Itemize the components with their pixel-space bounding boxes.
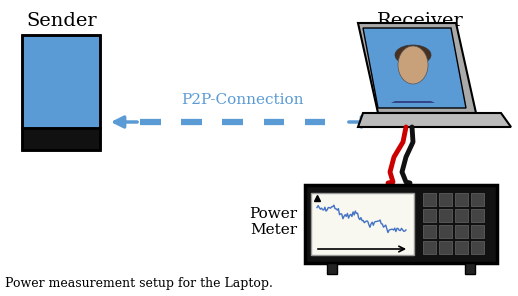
Text: Receiver: Receiver — [377, 12, 464, 30]
Bar — [439, 193, 452, 206]
Bar — [305, 185, 497, 263]
Bar — [439, 241, 452, 254]
Bar — [455, 193, 468, 206]
Bar — [423, 209, 436, 222]
Text: Power measurement setup for the Laptop.: Power measurement setup for the Laptop. — [5, 277, 273, 290]
Bar — [465, 263, 475, 274]
Polygon shape — [358, 113, 511, 127]
Polygon shape — [391, 101, 435, 103]
Bar — [471, 225, 484, 238]
Bar — [423, 241, 436, 254]
Bar — [311, 193, 414, 255]
Bar — [471, 193, 484, 206]
Text: P2P-Connection: P2P-Connection — [181, 93, 303, 107]
Bar — [22, 35, 100, 128]
Text: Power: Power — [249, 207, 297, 221]
Text: Meter: Meter — [250, 223, 297, 237]
Bar — [471, 241, 484, 254]
Bar — [455, 209, 468, 222]
Bar — [439, 209, 452, 222]
Polygon shape — [363, 28, 466, 108]
Ellipse shape — [398, 46, 428, 84]
Bar — [423, 193, 436, 206]
Bar — [439, 225, 452, 238]
Bar — [22, 35, 100, 150]
Bar — [327, 263, 337, 274]
Bar — [455, 225, 468, 238]
Polygon shape — [358, 23, 476, 113]
Bar — [471, 209, 484, 222]
Bar — [455, 241, 468, 254]
Bar — [423, 225, 436, 238]
Bar — [22, 128, 100, 150]
Ellipse shape — [395, 45, 431, 65]
Text: Sender: Sender — [27, 12, 97, 30]
